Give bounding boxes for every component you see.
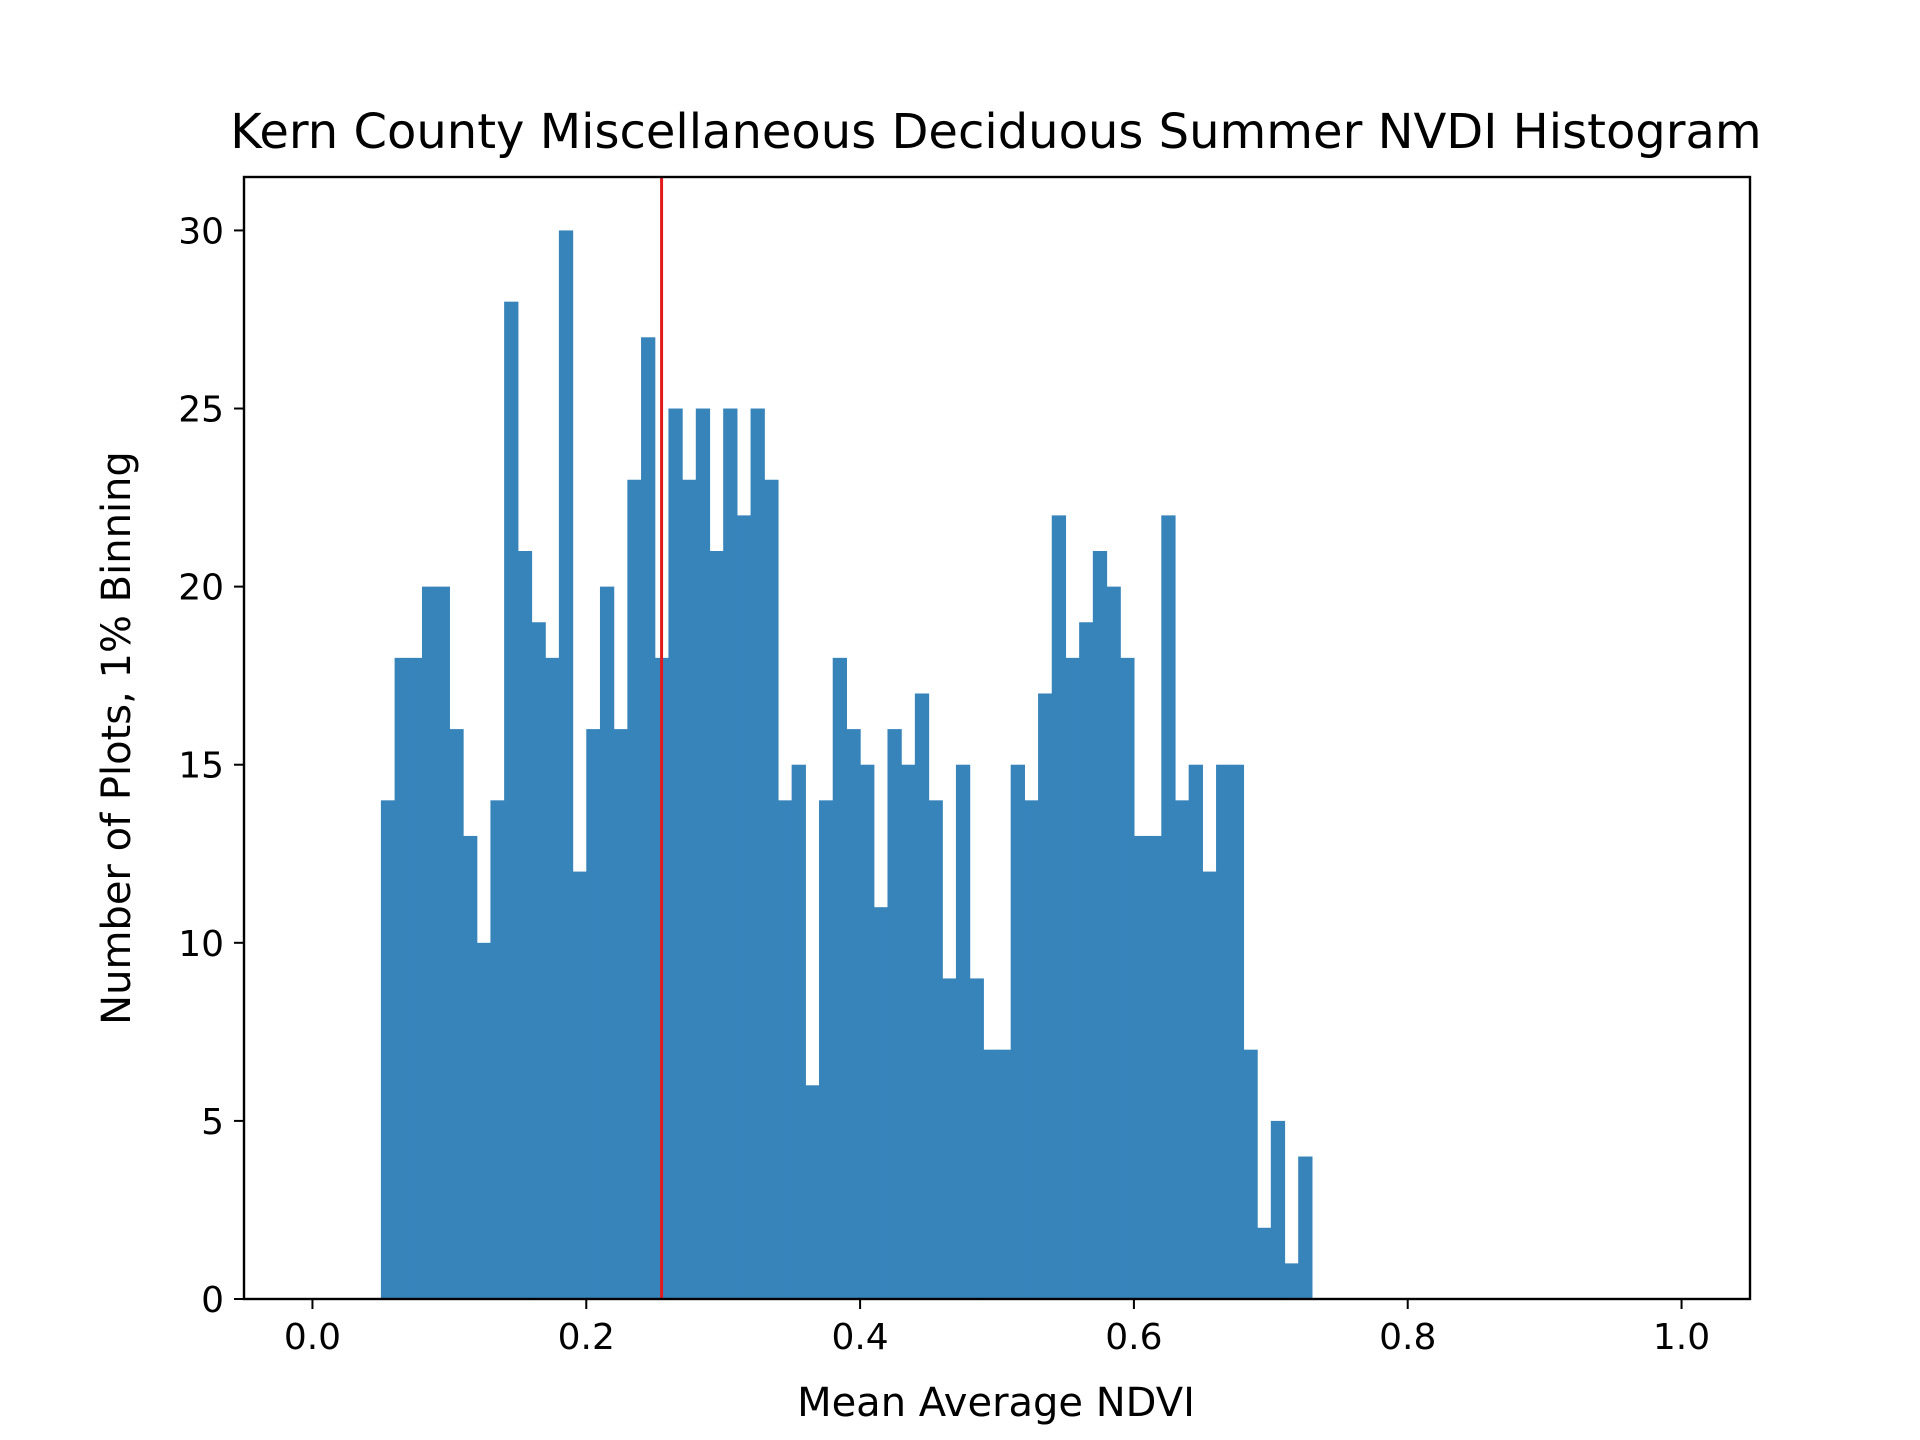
histogram-bar [463, 835, 478, 1299]
x-tick-label: 0.8 [1379, 1317, 1436, 1358]
histogram-bar [449, 729, 464, 1299]
x-tick-label: 0.4 [831, 1317, 888, 1358]
histogram-bar [1133, 835, 1149, 1299]
histogram-bar [641, 337, 656, 1299]
y-tick-label: 10 [178, 924, 224, 965]
histogram-bar [1092, 551, 1108, 1299]
histogram-bar [1284, 1263, 1299, 1299]
y-axis-ticks: 0 5 10 15 20 25 30 [178, 211, 244, 1321]
histogram-bar [1106, 586, 1121, 1299]
y-tick-label: 15 [178, 746, 224, 787]
chart-title: Kern County Miscellaneous Deciduous Summ… [230, 104, 1761, 160]
histogram-bar [1079, 622, 1094, 1299]
histogram-bar [435, 586, 450, 1299]
histogram-bar [819, 800, 834, 1299]
histogram-bar [1270, 1120, 1286, 1299]
histogram-bar [1188, 764, 1203, 1299]
y-tick-label: 25 [178, 390, 224, 431]
histogram-bar [531, 622, 546, 1299]
histogram-bar [517, 551, 533, 1299]
histogram-bar [846, 729, 861, 1299]
histogram-bar [860, 764, 875, 1299]
histogram-bar [695, 408, 711, 1299]
histogram-bar [983, 1049, 998, 1299]
y-tick-label: 30 [178, 211, 224, 252]
histogram-bar [969, 978, 984, 1299]
histogram-bar [1051, 515, 1067, 1299]
histogram-bar [1257, 1227, 1272, 1299]
histogram-bar [558, 230, 574, 1300]
histogram-bar [627, 479, 642, 1299]
histogram-bar [1174, 800, 1190, 1299]
plot-frame [242, 175, 1752, 1301]
histogram-bar [1243, 1049, 1258, 1299]
histogram-bar [1024, 800, 1039, 1299]
histogram-bar [736, 515, 752, 1299]
histogram-bar [1065, 657, 1080, 1299]
histogram-bar [668, 408, 683, 1299]
histogram-bar [1216, 764, 1231, 1299]
histogram-bar [504, 301, 519, 1299]
histogram-bar [394, 657, 409, 1299]
histogram-bar [586, 729, 601, 1299]
histogram-bar [490, 800, 505, 1299]
histogram-bar [408, 657, 423, 1299]
histogram-bar [380, 800, 396, 1299]
histogram-bar [613, 729, 628, 1299]
y-axis-label: Number of Plots, 1% Binning [94, 451, 140, 1025]
histogram-bar [955, 764, 971, 1299]
x-axis-label: Mean Average NDVI [797, 1380, 1195, 1426]
histogram-bar [1038, 693, 1053, 1299]
histogram-bar [997, 1049, 1012, 1299]
histogram-bar [572, 871, 587, 1299]
histogram-bar [1147, 835, 1162, 1299]
histogram-bar [421, 586, 437, 1299]
y-tick-label: 0 [201, 1280, 224, 1321]
x-tick-label: 0.6 [1105, 1317, 1162, 1358]
histogram-bar [873, 907, 889, 1299]
histogram-bar [805, 1085, 820, 1299]
histogram-bar [1298, 1156, 1313, 1299]
histogram-bar [914, 693, 930, 1299]
histogram-bar [777, 800, 793, 1299]
histogram-bar [1120, 657, 1135, 1299]
y-tick-label: 20 [178, 568, 224, 609]
x-axis-ticks: 0.0 0.2 0.4 0.6 0.8 1.0 [284, 1299, 1710, 1358]
histogram-bar [750, 408, 765, 1299]
x-tick-label: 0.2 [558, 1317, 615, 1358]
x-tick-label: 1.0 [1653, 1317, 1710, 1358]
histogram-bar [1161, 515, 1176, 1299]
histogram-bar [791, 764, 806, 1299]
histogram-bar [682, 479, 697, 1299]
x-tick-label: 0.0 [284, 1317, 341, 1358]
histogram-bars [380, 230, 1313, 1300]
histogram-bar [723, 408, 738, 1299]
histogram-bar [928, 800, 943, 1299]
histogram-bar [901, 764, 916, 1299]
histogram-bar [942, 978, 957, 1299]
histogram-bar [887, 729, 902, 1299]
histogram-bar [832, 657, 847, 1299]
histogram-bar [1229, 764, 1245, 1299]
histogram-bar [764, 479, 779, 1299]
histogram-bar [476, 942, 492, 1299]
histogram-bar [599, 586, 615, 1299]
y-tick-label: 5 [201, 1102, 224, 1143]
histogram-bar [545, 657, 560, 1299]
histogram-bar [1202, 871, 1217, 1299]
histogram-bar [1010, 764, 1025, 1299]
histogram-bar [709, 551, 724, 1299]
